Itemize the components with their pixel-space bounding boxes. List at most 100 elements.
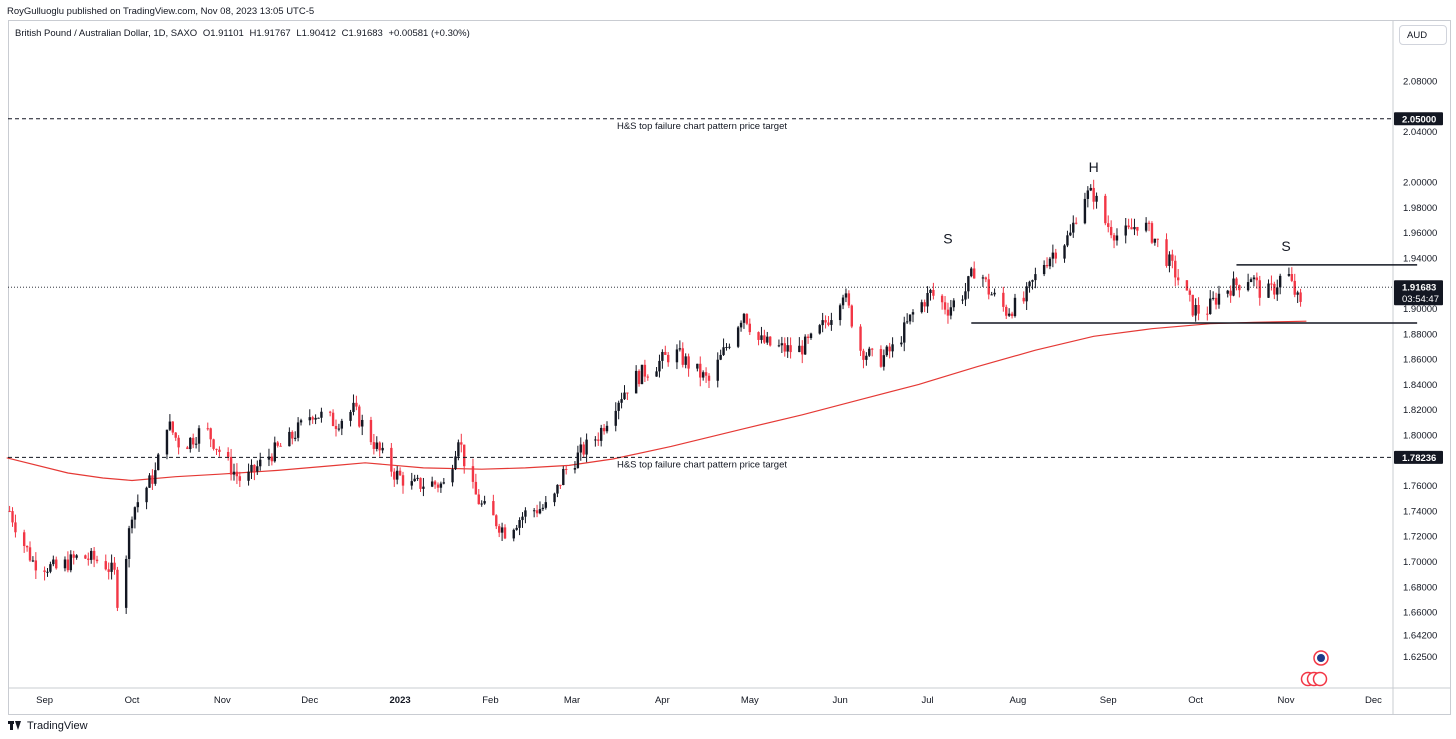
open-value: O1.91101 — [202, 28, 244, 39]
y-tick-label: 1.74000 — [1403, 506, 1437, 517]
candle-body — [766, 336, 769, 343]
x-tick-label: Sep — [1100, 695, 1117, 706]
candle-body — [585, 439, 588, 455]
candle-body — [66, 559, 70, 571]
footer: TradingView — [8, 717, 88, 735]
y-tick-label: 1.76000 — [1403, 481, 1437, 492]
candle-body — [436, 484, 440, 488]
candle-body — [885, 346, 888, 356]
candle-body — [640, 364, 644, 385]
candle-body — [620, 399, 623, 403]
candle-body — [457, 442, 460, 457]
candle-body — [859, 326, 862, 351]
candle-body — [451, 469, 454, 483]
change-value: +0.00581 (+0.30%) — [388, 28, 470, 39]
candle-body — [1005, 306, 1008, 316]
candle-body — [932, 289, 935, 296]
candle-body — [1104, 195, 1107, 224]
x-tick-label: Oct — [125, 695, 140, 706]
candle-body — [171, 421, 174, 433]
candle-body — [768, 336, 772, 346]
candle-body — [841, 297, 845, 306]
candle-body — [250, 464, 253, 472]
candle-body — [993, 292, 996, 295]
candle-body — [661, 351, 664, 361]
candle-body — [337, 428, 341, 430]
x-tick-label: Jun — [832, 695, 847, 706]
footer-brand[interactable]: TradingView — [27, 720, 88, 732]
y-tick-label: 1.80000 — [1403, 431, 1437, 442]
candle-body — [538, 509, 542, 514]
candle-body — [296, 422, 300, 438]
candle-body — [273, 442, 276, 462]
y-tick-label: 1.70000 — [1403, 557, 1437, 568]
candle-body — [818, 325, 821, 334]
candle-body — [760, 335, 763, 340]
pattern-label: S — [943, 230, 952, 246]
candle-body — [165, 429, 169, 455]
candle-body — [189, 437, 192, 450]
candle-body — [22, 532, 26, 547]
published-by-text: RoyGulluoglu published on TradingView.co… — [7, 6, 315, 17]
candle-body — [888, 346, 891, 352]
candle-body — [133, 507, 137, 520]
candle-body — [136, 502, 140, 508]
candle-body — [52, 559, 55, 565]
candle-body — [579, 444, 582, 453]
candle-body — [28, 547, 32, 561]
y-tick-label: 1.88000 — [1403, 329, 1437, 340]
candle-body — [232, 471, 236, 475]
candle-body — [911, 312, 915, 315]
candle-body — [623, 392, 626, 400]
x-tick-label: Jul — [921, 695, 933, 706]
candle-body — [107, 569, 110, 572]
candle-body — [1063, 245, 1066, 259]
candle-body — [1229, 290, 1232, 296]
candle-body — [381, 447, 384, 451]
candle-body — [1048, 258, 1052, 267]
target-price-badge — [1394, 112, 1443, 126]
candle-body — [594, 439, 597, 441]
candle-body — [923, 302, 926, 307]
candle-body — [253, 464, 256, 472]
moving-average-line — [6, 320, 1307, 482]
candle-body — [398, 470, 402, 476]
candle-body — [334, 425, 338, 429]
candle-body — [929, 289, 932, 293]
y-tick-label: 1.66000 — [1403, 608, 1437, 619]
candle-body — [646, 376, 650, 378]
currency-button[interactable]: AUD — [1399, 25, 1447, 45]
candle-body — [375, 442, 378, 449]
candle-body — [1191, 294, 1194, 316]
candle-body — [990, 294, 993, 296]
candle-body — [882, 355, 886, 367]
candle-body — [725, 346, 728, 348]
candle-body — [419, 477, 422, 489]
chart-frame[interactable] — [8, 20, 1451, 715]
symbol-legend: British Pound / Australian Dollar, 1D, S… — [15, 28, 473, 39]
candle-body — [110, 562, 113, 572]
target-price-badge — [1394, 450, 1443, 464]
event-flag-icon — [1317, 654, 1325, 662]
candle-body — [154, 470, 157, 484]
candle-body — [722, 347, 725, 355]
candle-body — [1025, 286, 1028, 302]
candle-body — [870, 348, 874, 350]
candle-body — [1249, 279, 1253, 283]
candle-body — [92, 550, 96, 560]
candle-body — [229, 456, 233, 475]
candle-body — [1197, 304, 1200, 314]
y-tick-label: 1.98000 — [1403, 203, 1437, 214]
candle-body — [454, 456, 457, 470]
candle-body — [130, 519, 134, 529]
symbol-name[interactable]: British Pound / Australian Dollar, 1D, S… — [15, 28, 198, 39]
candle-body — [378, 442, 381, 451]
candle-body — [614, 410, 617, 426]
candle-body — [1013, 297, 1017, 317]
x-tick-label: Oct — [1188, 695, 1203, 706]
candle-body — [908, 314, 912, 322]
candle-body — [1255, 277, 1259, 281]
candle-body — [194, 443, 198, 445]
candle-body — [235, 471, 239, 477]
